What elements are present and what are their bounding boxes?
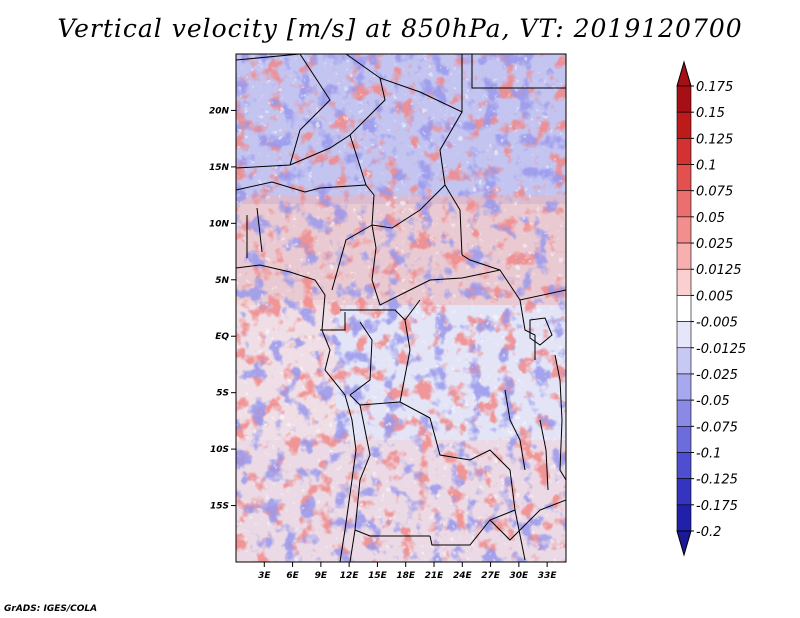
colorbar-bottom-arrow [676,530,692,557]
map-frame [235,53,567,563]
border-line [349,529,356,562]
lat-tick-label: EQ [215,332,229,342]
colorbar-top-arrow [676,60,692,87]
border-line [461,254,501,271]
colorbar-segment [676,295,692,322]
colorbar-label: 0.175 [696,80,733,95]
colorbar-segment [676,504,692,532]
colorbar-label: -0.125 [696,473,738,488]
colorbar-label: 0.05 [696,211,725,226]
colorbar-segment [676,268,692,296]
colorbar: 0.175 0.15 0.125 0.1 0.075 0.05 0.025 0.0125 0.0… [676,60,746,557]
border-line [399,319,431,419]
colorbar-label: -0.025 [696,368,738,383]
colorbar-label: -0.075 [696,420,738,435]
colorbar-label: 0.125 [696,132,733,147]
colorbar-label: -0.175 [696,499,738,514]
lon-tick-label: 15E [368,571,388,581]
vertical-velocity-field [236,54,566,562]
border-line [489,499,566,541]
longitude-axis: 3E 6E 9E 12E 15E 18E 21E 24E 27E 30E 33E [258,562,557,581]
border-line [331,134,375,291]
lon-tick-label: 3E [258,571,271,581]
border-line [371,184,446,229]
lon-tick-label: 6E [286,571,299,581]
coastline-east [554,354,566,481]
colorbar-label: 0.1 [696,159,717,174]
colorbar-label: -0.05 [696,394,730,409]
coastline [236,264,357,562]
colorbar-segment [676,399,692,427]
border-line [371,224,381,306]
lon-tick-label: 18E [396,571,416,581]
colorbar-label: 0.075 [696,185,733,200]
lat-tick-label: 10N [209,219,230,229]
border-line [354,404,430,537]
colorbar-segment [676,321,692,349]
country-borders [236,54,566,562]
lat-tick-label: 15S [210,502,229,512]
colorbar-label: -0.0125 [696,342,746,357]
colorbar-segment [676,242,692,270]
lake-tanganyika [504,389,526,471]
border-line [340,299,421,321]
colorbar-segment [676,216,692,244]
colorbar-segment [676,85,692,113]
lon-tick-label: 27E [481,571,501,581]
lon-tick-label: 21E [425,571,445,581]
colorbar-segment [676,111,692,139]
lat-tick-label: 5S [216,389,229,399]
colorbar-label: -0.1 [696,446,721,461]
lat-tick-label: 10S [210,445,229,455]
colorbar-segment [676,190,692,218]
lon-tick-label: 30E [510,571,530,581]
colorbar-label: 0.025 [696,237,733,252]
border-line [429,417,516,511]
colorbar-label: 0.005 [696,289,733,304]
border-line [256,207,263,253]
colorbar-segment [676,347,692,375]
lake-malawi [539,419,549,491]
lat-tick-label: 15N [209,163,230,173]
grads-credit: GrADS: IGES/COLA [4,604,98,614]
colorbar-segment [676,452,692,479]
colorbar-segment [676,425,692,453]
colorbar-segment [676,478,692,506]
border-line [236,181,367,193]
border-line [349,321,373,396]
lat-tick-label: 20N [209,106,230,116]
border-line [379,54,463,113]
lon-tick-label: 9E [315,571,328,581]
border-line [289,54,386,166]
border-line [236,54,301,61]
lon-tick-label: 24E [453,571,473,581]
border-line [514,509,526,561]
lon-tick-label: 12E [340,571,360,581]
colorbar-label: -0.2 [696,525,721,540]
colorbar-label: 0.15 [696,106,725,121]
latitude-axis: 20N 15N 10N 5N EQ 5S 10S 15S [209,106,236,512]
lake-victoria [529,317,553,346]
border-line [236,54,331,169]
field-contour-detail [236,54,566,562]
lon-tick-label: 33E [538,571,558,581]
border-line [320,312,346,331]
colorbar-segment [676,373,692,401]
colorbar-segment [676,164,692,192]
lat-tick-label: 5N [215,276,229,286]
colorbar-label: -0.005 [696,316,738,331]
border-line [429,509,516,546]
border-line [471,54,566,89]
colorbar-label: 0.0125 [696,263,742,278]
colorbar-segment [676,138,692,165]
map-title: Vertical velocity [m/s] at 850hPa, VT: 2… [57,14,743,43]
